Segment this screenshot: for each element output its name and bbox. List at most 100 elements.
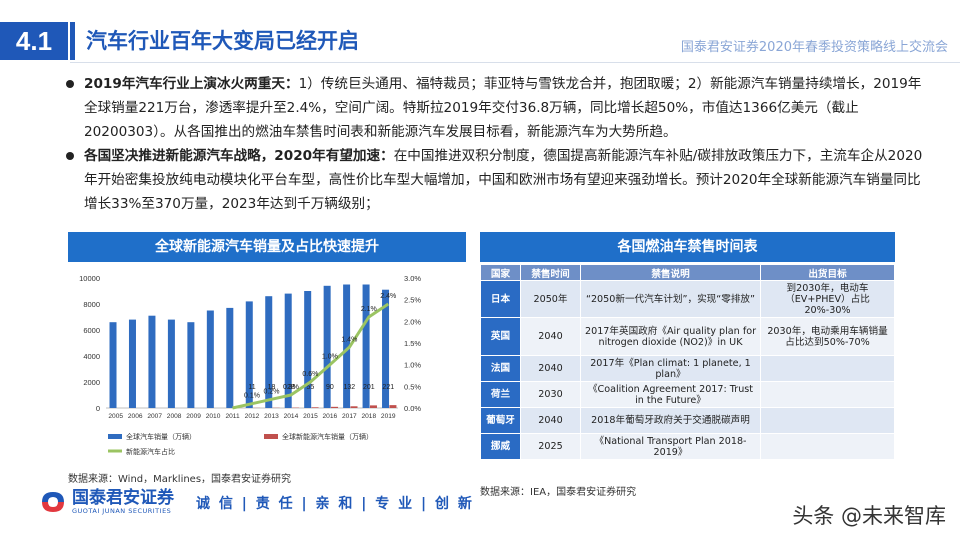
bullet-item-strategy: 各国坚决推进新能源汽车战略，2020年有望加速：在中国推进双积分制度，德国提高新… xyxy=(62,144,932,216)
bar-ev-sales xyxy=(311,407,319,408)
section-number: 4.1 xyxy=(0,22,68,60)
ev-sales-chart: 0 2000 4000 6000 8000 10000 0.0% 0.5% 1.0% 1.5% 2.… xyxy=(79,274,421,456)
table-source: 数据来源：IEA，国泰君安证券研究 xyxy=(480,487,637,498)
legend-label-ev-share: 新能源汽车占比 xyxy=(126,447,175,456)
y-right-tick-label: 0.0% xyxy=(404,404,421,413)
ev-sales-data-label: 18 xyxy=(268,384,276,391)
bar-ev-sales xyxy=(369,405,377,408)
bar-car-sales xyxy=(265,296,273,408)
cell-country: 英国 xyxy=(480,317,521,356)
y-right-tick-label: 1.5% xyxy=(404,339,421,348)
ev-sales-data-label: 132 xyxy=(343,384,355,391)
cell-country: 葡萄牙 xyxy=(480,407,521,434)
cell-country: 日本 xyxy=(480,280,521,318)
ev-sales-data-label: 90 xyxy=(326,384,334,391)
bar-car-sales xyxy=(167,319,175,408)
ev-sales-chart-panel: 全球新能源汽车销量及占比快速提升 0 2000 4000 6000 8000 10000 0… xyxy=(68,232,466,464)
legend-label-ev-sales: 全球新能源汽车销量（万辆） xyxy=(282,432,373,441)
cell-desc: 《National Transport Plan 2018-2019》 xyxy=(580,433,761,460)
cell-time: 2040 xyxy=(520,355,581,382)
title-accent-bar xyxy=(70,22,75,60)
bullet-lead: 2019年汽车行业上演冰火两重天： xyxy=(84,76,299,92)
y-right-tick-label: 2.0% xyxy=(404,317,421,326)
bar-car-sales xyxy=(187,322,195,408)
y-right-tick-label: 0.5% xyxy=(404,382,421,391)
cell-desc: 2017年英国政府《Air quality plan for nitrogen … xyxy=(580,317,761,356)
ev-sales-data-label: 221 xyxy=(382,384,394,391)
x-tick-label: 2006 xyxy=(128,413,143,420)
cell-target: 到2030年，电动车（EV+PHEV）占比20%-30% xyxy=(760,280,895,318)
legend-swatch-ev-sales xyxy=(264,434,278,439)
table-row: 英国 2040 2017年英国政府《Air quality plan for n… xyxy=(480,317,895,356)
logo-name-cn: 国泰君安证券 xyxy=(72,488,174,508)
x-tick-label: 2018 xyxy=(361,413,376,420)
ev-sales-data-label: 201 xyxy=(363,384,375,391)
bar-car-sales xyxy=(382,289,390,408)
y-left-tick-label: 4000 xyxy=(83,352,100,361)
y-left-tick-label: 8000 xyxy=(83,300,100,309)
y-left-tick-label: 2000 xyxy=(83,378,100,387)
ev-share-data-label: 0.3% xyxy=(283,384,299,391)
chart-source: 数据来源：Wind，Marklines，国泰君安证券研究 xyxy=(68,474,292,485)
col-target: 出货目标 xyxy=(760,264,895,281)
cell-time: 2050年 xyxy=(520,280,581,318)
ev-share-data-label: 0.6% xyxy=(302,371,318,378)
col-country: 国家 xyxy=(480,264,521,281)
cell-desc: “2050新一代汽车计划”，实现“零排放” xyxy=(580,280,761,318)
x-tick-label: 2010 xyxy=(206,413,221,420)
table-row: 挪威 2025 《National Transport Plan 2018-20… xyxy=(480,433,895,460)
cell-desc: 2018年葡萄牙政府关于交通脱碳声明 xyxy=(580,407,761,434)
table-header-row: 国家 禁售时间 禁售说明 出货目标 xyxy=(480,264,895,281)
col-desc: 禁售说明 xyxy=(580,264,761,281)
bar-ev-sales xyxy=(389,405,397,408)
cell-target: 2030年，电动乘用车辆销量占比达到50%-70% xyxy=(760,317,895,356)
col-time: 禁售时间 xyxy=(520,264,581,281)
x-tick-label: 2011 xyxy=(225,413,240,420)
cell-country: 挪威 xyxy=(480,433,521,460)
table-row: 葡萄牙 2040 2018年葡萄牙政府关于交通脱碳声明 xyxy=(480,407,895,434)
table-row: 日本 2050年 “2050新一代汽车计划”，实现“零排放” 到2030年，电动… xyxy=(480,280,895,318)
cell-desc: 2017年《Plan climat: 1 planete, 1 plan》 xyxy=(580,355,761,382)
x-tick-label: 2008 xyxy=(167,413,182,420)
ev-share-data-label: 1.0% xyxy=(322,354,338,361)
legend-swatch-car-sales xyxy=(108,434,122,439)
chart-title: 全球新能源汽车销量及占比快速提升 xyxy=(68,232,466,262)
x-tick-label: 2012 xyxy=(245,413,260,420)
x-tick-label: 2017 xyxy=(342,413,357,420)
conference-name: 国泰君安证券2020年春季投资策略线上交流会 xyxy=(680,40,948,55)
x-tick-label: 2015 xyxy=(303,413,318,420)
cell-target xyxy=(760,407,895,434)
x-tick-label: 2005 xyxy=(108,413,123,420)
bar-car-sales xyxy=(304,291,312,408)
bar-car-sales xyxy=(206,310,214,408)
logo-mark-icon xyxy=(40,490,66,514)
bar-car-sales xyxy=(128,319,136,408)
ev-share-data-label: 0.2% xyxy=(263,388,279,395)
bullet-text: 1）传统巨头通用、福特裁员；菲亚特与雪铁龙合并，抱团取暖；2）新能源汽车销量持续… xyxy=(84,76,922,140)
x-tick-label: 2013 xyxy=(264,413,279,420)
ev-share-line xyxy=(232,302,390,410)
y-left-tick-label: 6000 xyxy=(83,326,100,335)
bullet-list: 2019年汽车行业上演冰火两重天：1）传统巨头通用、福特裁员；菲亚特与雪铁龙合并… xyxy=(62,72,932,216)
ev-sales-data-label: 11 xyxy=(248,384,255,391)
page-title: 汽车行业百年大变局已经开启 xyxy=(86,29,359,53)
header-divider xyxy=(70,62,960,63)
cell-target xyxy=(760,433,895,460)
x-tick-label: 2016 xyxy=(323,413,338,420)
bar-car-sales xyxy=(226,307,234,408)
y-left-tick-label: 10000 xyxy=(79,274,100,283)
bullet-item-2019: 2019年汽车行业上演冰火两重天：1）传统巨头通用、福特裁员；菲亚特与雪铁龙合并… xyxy=(62,72,932,144)
cell-time: 2025 xyxy=(520,433,581,460)
x-tick-label: 2014 xyxy=(284,413,299,420)
bullet-lead: 各国坚决推进新能源汽车战略，2020年有望加速： xyxy=(84,148,394,164)
ev-sales-data-label: 55 xyxy=(307,384,315,391)
cell-target xyxy=(760,355,895,382)
ice-ban-table: 国家 禁售时间 禁售说明 出货目标 日本 2050年 “2050新一代汽车计划”… xyxy=(480,264,895,460)
bar-car-sales xyxy=(148,315,156,408)
bar-car-sales xyxy=(245,301,253,408)
ev-share-data-label: 0.1% xyxy=(244,393,260,400)
x-tick-label: 2009 xyxy=(186,413,201,420)
bar-ev-sales xyxy=(350,406,358,408)
table-row: 法国 2040 2017年《Plan climat: 1 planete, 1 … xyxy=(480,355,895,382)
cell-desc: 《Coalition Agreement 2017: Trust in the … xyxy=(580,381,761,408)
